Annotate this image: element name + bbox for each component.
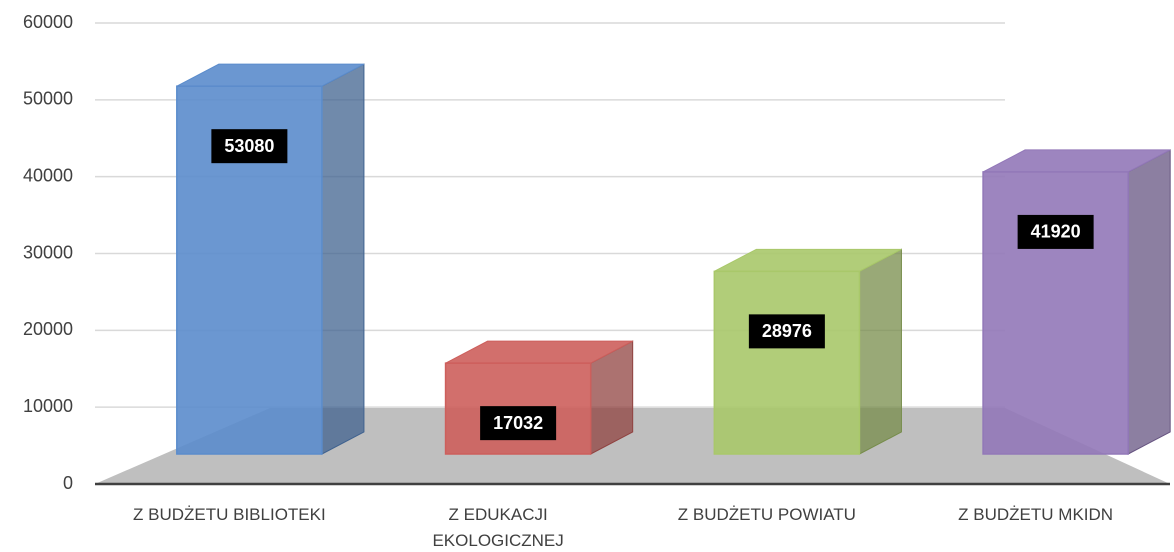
x-tick-label: Z EDUKACJI EKOLOGICZNEJ <box>432 505 564 550</box>
x-tick-label: Z BUDŻETU MKIDN <box>958 505 1114 524</box>
bar <box>713 248 902 455</box>
data-label: 53080 <box>224 136 274 156</box>
y-tick-label: 20000 <box>23 319 73 339</box>
y-tick-label: 10000 <box>23 396 73 416</box>
data-label-box <box>480 406 557 441</box>
y-tick-label: 30000 <box>23 242 73 262</box>
bar <box>444 340 634 455</box>
bar-side <box>1127 149 1171 455</box>
y-tick-label: 50000 <box>23 89 73 109</box>
data-label: 17032 <box>493 413 543 433</box>
bar-side <box>321 63 365 455</box>
data-label-box <box>211 129 288 164</box>
bar <box>176 63 365 455</box>
x-tick-label: Z BUDŻETU BIBLIOTEKI <box>133 505 326 524</box>
data-label-box <box>748 314 825 349</box>
y-tick-label: 0 <box>63 473 73 493</box>
y-tick-label: 60000 <box>23 12 73 32</box>
data-label: 28976 <box>762 321 812 341</box>
bar-front <box>982 171 1129 455</box>
bar-front <box>713 270 861 455</box>
x-tick-label: Z BUDŻETU POWIATU <box>677 505 856 524</box>
data-label-box <box>1017 214 1094 249</box>
y-tick-label: 40000 <box>23 165 73 185</box>
bar-side <box>858 248 902 455</box>
data-label: 41920 <box>1031 222 1081 242</box>
bar <box>982 149 1171 455</box>
